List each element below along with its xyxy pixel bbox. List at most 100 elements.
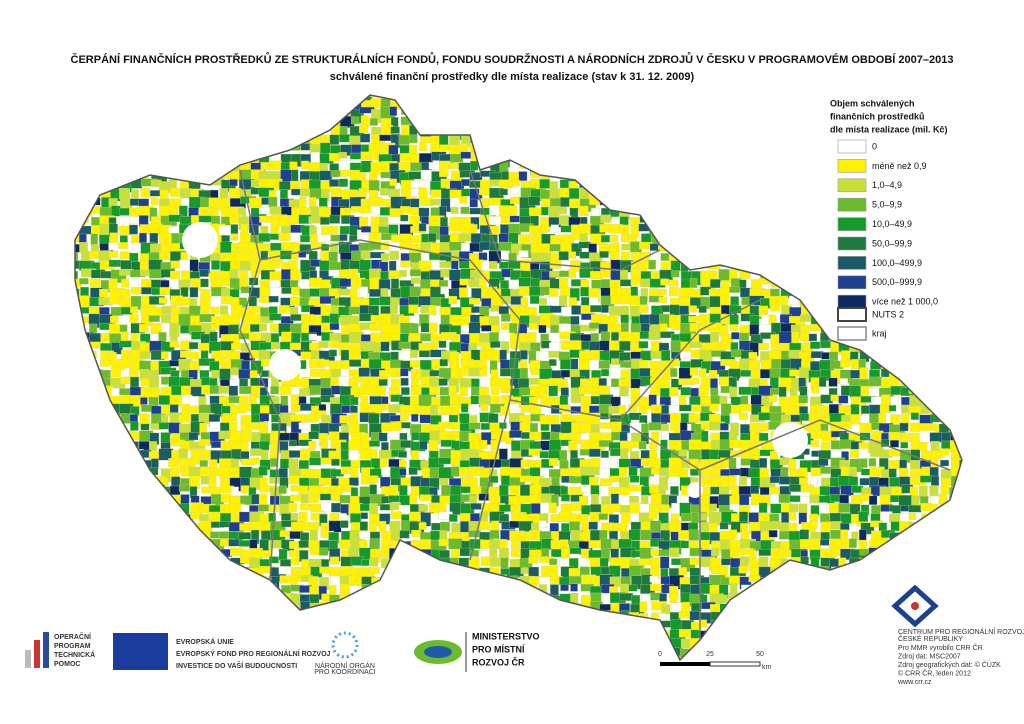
municipality bbox=[119, 504, 133, 516]
municipality bbox=[319, 170, 333, 181]
municipality bbox=[610, 99, 626, 107]
municipality bbox=[869, 539, 881, 548]
municipality bbox=[101, 520, 114, 531]
municipality bbox=[548, 458, 559, 466]
municipality bbox=[168, 99, 178, 114]
municipality bbox=[131, 538, 145, 550]
municipality bbox=[438, 280, 449, 287]
municipality bbox=[158, 169, 172, 177]
municipality bbox=[75, 565, 79, 578]
municipality bbox=[180, 521, 191, 528]
municipality bbox=[541, 206, 549, 216]
municipality bbox=[949, 270, 962, 283]
municipality bbox=[770, 117, 783, 130]
municipality bbox=[919, 242, 930, 257]
municipality bbox=[798, 395, 808, 404]
municipality bbox=[100, 360, 110, 367]
municipality bbox=[469, 116, 479, 125]
municipality bbox=[778, 235, 789, 249]
municipality bbox=[829, 512, 842, 522]
municipality bbox=[459, 278, 470, 286]
municipality bbox=[509, 133, 523, 148]
municipality bbox=[828, 377, 838, 387]
municipality bbox=[709, 403, 719, 412]
municipality bbox=[419, 414, 431, 424]
municipality bbox=[768, 135, 779, 149]
municipality bbox=[610, 108, 626, 123]
municipality bbox=[160, 161, 176, 175]
municipality bbox=[668, 117, 679, 131]
municipality bbox=[639, 541, 650, 549]
municipality bbox=[928, 396, 940, 404]
municipality bbox=[79, 477, 94, 484]
municipality bbox=[708, 523, 718, 533]
municipality bbox=[940, 142, 955, 152]
municipality bbox=[490, 369, 499, 379]
municipality bbox=[540, 286, 550, 296]
municipality bbox=[211, 260, 220, 270]
municipality bbox=[350, 169, 360, 181]
municipality bbox=[130, 558, 141, 570]
municipality bbox=[959, 333, 962, 347]
municipality bbox=[800, 179, 812, 189]
municipality bbox=[468, 530, 481, 538]
municipality bbox=[629, 475, 640, 483]
municipality bbox=[129, 224, 138, 235]
municipality bbox=[198, 95, 207, 98]
municipality bbox=[749, 98, 766, 110]
municipality bbox=[660, 99, 673, 113]
municipality bbox=[910, 370, 926, 383]
municipality bbox=[770, 252, 779, 262]
municipality bbox=[660, 568, 669, 577]
municipality bbox=[75, 484, 81, 496]
municipality bbox=[188, 406, 201, 414]
municipality bbox=[789, 253, 802, 266]
municipality bbox=[210, 142, 224, 156]
municipality bbox=[818, 458, 829, 466]
municipality bbox=[659, 205, 671, 216]
municipality bbox=[618, 152, 631, 162]
municipality bbox=[511, 341, 520, 350]
municipality bbox=[818, 450, 831, 460]
municipality bbox=[889, 135, 902, 148]
municipality bbox=[459, 115, 476, 127]
municipality bbox=[180, 494, 190, 505]
municipality bbox=[211, 441, 222, 449]
municipality bbox=[789, 388, 798, 396]
municipality bbox=[400, 214, 409, 222]
municipality bbox=[668, 279, 679, 287]
municipality bbox=[808, 288, 817, 296]
municipality bbox=[99, 487, 108, 499]
municipality bbox=[320, 95, 335, 97]
municipality bbox=[588, 127, 597, 141]
municipality bbox=[368, 567, 380, 575]
municipality bbox=[898, 350, 912, 360]
municipality bbox=[960, 368, 962, 382]
municipality bbox=[540, 100, 551, 113]
municipality bbox=[959, 431, 962, 440]
municipality bbox=[910, 136, 926, 145]
municipality bbox=[88, 466, 98, 476]
municipality bbox=[511, 108, 520, 122]
municipality bbox=[369, 557, 379, 567]
municipality bbox=[761, 95, 772, 101]
municipality bbox=[951, 367, 962, 383]
municipality bbox=[380, 188, 389, 195]
municipality bbox=[920, 95, 935, 103]
municipality bbox=[479, 152, 494, 162]
municipality bbox=[159, 576, 171, 584]
municipality bbox=[89, 360, 98, 374]
municipality bbox=[619, 386, 629, 397]
municipality bbox=[390, 421, 402, 431]
municipality bbox=[229, 126, 241, 136]
municipality bbox=[80, 286, 89, 296]
municipality bbox=[170, 575, 179, 584]
municipality bbox=[779, 278, 789, 287]
municipality bbox=[309, 385, 322, 395]
municipality bbox=[121, 124, 136, 134]
municipality bbox=[858, 448, 869, 460]
municipality bbox=[500, 557, 509, 569]
municipality bbox=[508, 116, 522, 125]
municipality bbox=[960, 225, 962, 235]
municipality bbox=[729, 361, 741, 370]
